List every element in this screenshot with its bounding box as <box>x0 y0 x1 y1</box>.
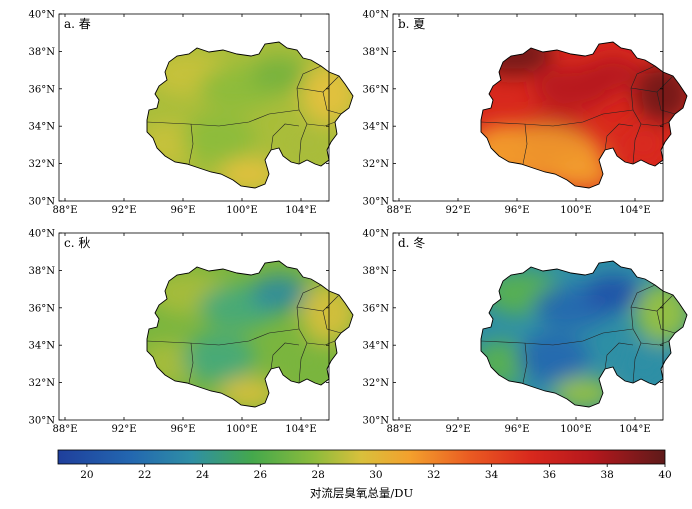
map-frame <box>58 13 330 202</box>
lat-tick-label: 30°N <box>29 416 56 427</box>
lat-tick-label: 36°N <box>363 84 390 95</box>
lon-tick-label: 88°E <box>386 424 411 435</box>
lon-tick-label: 104°E <box>619 205 650 216</box>
lat-tick-label: 40°N <box>29 229 56 240</box>
lon-tick-label: 88°E <box>386 205 411 216</box>
colorbar-tick-label: 32 <box>427 469 440 481</box>
lon-tick-label: 100°E <box>226 205 257 216</box>
colorbar: 20 22 24 26 28 30 32 34 36 38 40 对流层臭氧总量/DU <box>57 449 672 500</box>
map-panel-winter: d. 冬 88°E 92°E 96°E 100°E 104°E 40°N 38°N 36°N 34… <box>363 229 688 435</box>
colorbar-tick-label: 28 <box>311 469 324 481</box>
colorbar-tick-label: 20 <box>80 469 93 481</box>
province-borders <box>480 65 676 165</box>
colorbar-tick-label: 34 <box>485 469 499 481</box>
map-frame <box>58 232 330 421</box>
lat-tick-label: 36°N <box>29 84 56 95</box>
colorbar-ramp <box>57 449 666 465</box>
colorbar-tick-label: 26 <box>254 469 268 481</box>
province-borders <box>480 284 676 384</box>
lon-tick-label: 88°E <box>52 205 77 216</box>
lon-tick-label: 88°E <box>52 424 77 435</box>
colorbar-tick-label: 40 <box>658 469 671 481</box>
province-borders <box>146 65 342 165</box>
panel-label: a. 春 <box>64 17 91 31</box>
map-frame <box>392 232 664 421</box>
colorbar-tick-label: 22 <box>138 469 151 481</box>
lat-tick-label: 36°N <box>29 303 56 314</box>
colorbar-tick-label: 24 <box>196 469 210 481</box>
ozone-field <box>147 261 353 407</box>
colorbar-tick-label: 38 <box>601 469 614 481</box>
lat-tick-label: 40°N <box>29 10 56 21</box>
lon-tick-label: 100°E <box>560 205 591 216</box>
lon-tick-label: 104°E <box>285 205 316 216</box>
lon-tick-label: 92°E <box>445 424 470 435</box>
lat-tick-label: 32°N <box>29 159 56 170</box>
colorbar-tick-label: 30 <box>369 469 382 481</box>
lat-tick-label: 38°N <box>363 266 390 277</box>
ozone-field <box>147 42 353 188</box>
lat-tick-label: 34°N <box>29 341 56 352</box>
map-panel-autumn: c. 秋 88°E 92°E 96°E 100°E 104°E 40°N 38°N 36°N 34… <box>29 229 354 435</box>
colorbar-title: 对流层臭氧总量/DU <box>310 486 414 500</box>
lat-tick-label: 34°N <box>363 341 390 352</box>
lat-tick-label: 36°N <box>363 303 390 314</box>
province-borders <box>146 284 342 384</box>
lat-tick-label: 40°N <box>363 229 390 240</box>
lat-tick-label: 30°N <box>363 197 390 208</box>
lat-tick-label: 32°N <box>29 378 56 389</box>
lon-tick-label: 100°E <box>226 424 257 435</box>
lon-tick-label: 96°E <box>504 205 529 216</box>
colorbar-tick-label: 36 <box>543 469 557 481</box>
map-panel-spring: a. 春 88°E 92°E 96°E 100°E 104°E 40°N 38°N 36°N 34… <box>29 10 354 216</box>
lon-tick-label: 92°E <box>111 205 136 216</box>
lat-tick-label: 38°N <box>363 47 390 58</box>
lon-tick-label: 92°E <box>445 205 470 216</box>
lat-tick-label: 34°N <box>29 122 56 133</box>
lat-tick-label: 34°N <box>363 122 390 133</box>
lat-tick-label: 32°N <box>363 378 390 389</box>
panel-label: d. 冬 <box>398 235 425 250</box>
lon-tick-label: 96°E <box>170 424 195 435</box>
lat-tick-label: 38°N <box>29 266 56 277</box>
ozone-field <box>481 42 687 188</box>
lon-tick-label: 104°E <box>285 424 316 435</box>
lat-tick-label: 38°N <box>29 47 56 58</box>
lon-tick-label: 96°E <box>170 205 195 216</box>
lat-tick-label: 30°N <box>363 416 390 427</box>
map-frame <box>392 13 664 202</box>
panel-label: b. 夏 <box>398 17 425 31</box>
lon-tick-label: 100°E <box>560 424 591 435</box>
ozone-field <box>481 261 687 407</box>
lon-tick-label: 96°E <box>504 424 529 435</box>
lon-tick-label: 92°E <box>111 424 136 435</box>
lon-tick-label: 104°E <box>619 424 650 435</box>
panel-label: c. 秋 <box>64 236 90 250</box>
lat-tick-label: 40°N <box>363 10 390 21</box>
lat-tick-label: 32°N <box>363 159 390 170</box>
lat-tick-label: 30°N <box>29 197 56 208</box>
map-panel-summer: b. 夏 88°E 92°E 96°E 100°E 104°E 40°N 38°N 36°N 34… <box>363 10 688 216</box>
